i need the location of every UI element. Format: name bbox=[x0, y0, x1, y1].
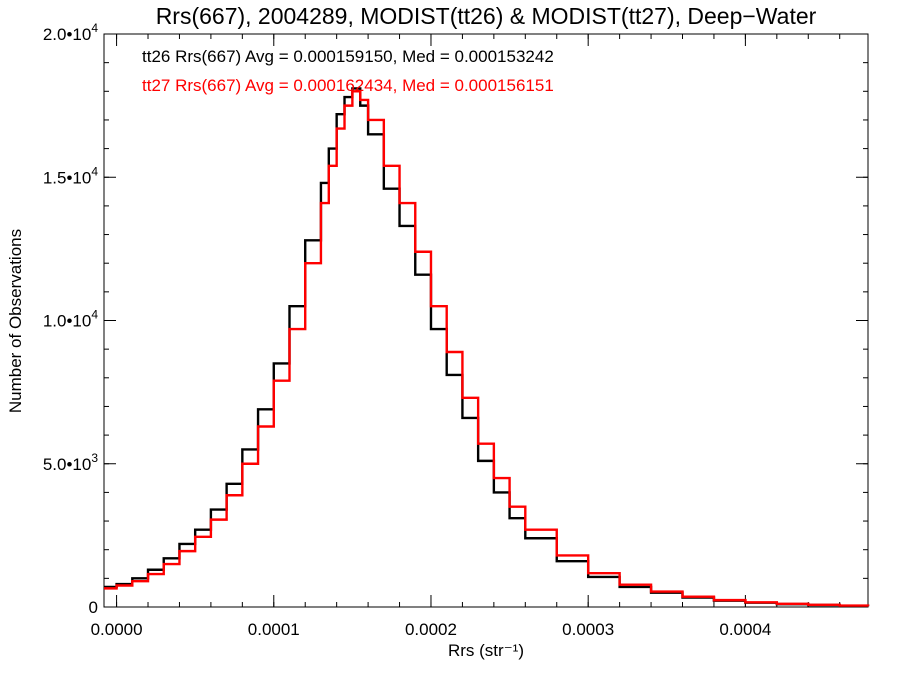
x-tick-label: 0.0000 bbox=[91, 620, 143, 639]
plot-area bbox=[103, 33, 870, 608]
x-axis-title: Rrs (str⁻¹) bbox=[448, 641, 524, 660]
x-tick-label: 0.0002 bbox=[405, 620, 457, 639]
y-tick-label: 2.0•104 bbox=[43, 21, 99, 44]
y-tick-label: 1.5•104 bbox=[43, 164, 99, 187]
axis-ticks bbox=[104, 33, 868, 608]
series-line-tt26 bbox=[104, 87, 870, 607]
x-tick-labels: 0.0000 0.0001 0.0002 0.0003 0.0004 bbox=[91, 620, 772, 639]
y-tick-label: 1.0•104 bbox=[43, 308, 99, 331]
series-group bbox=[104, 87, 870, 607]
plot-frame bbox=[103, 33, 869, 608]
annotations: tt26 Rrs(667) Avg = 0.000159150, Med = 0… bbox=[142, 47, 554, 95]
annotation-tt27-stats: tt27 Rrs(667) Avg = 0.000162434, Med = 0… bbox=[142, 76, 554, 95]
series-line-tt27 bbox=[104, 90, 870, 607]
y-tick-label: 5.0•103 bbox=[43, 451, 99, 474]
x-tick-label: 0.0001 bbox=[248, 620, 300, 639]
y-axis-title: Number of Observations bbox=[6, 229, 25, 413]
y-tick-label: 0 bbox=[89, 598, 98, 617]
y-tick-labels: 0 5.0•103 1.0•104 1.5•104 2.0•104 bbox=[43, 21, 99, 617]
chart-title: Rrs(667), 2004289, MODIST(tt26) & MODIST… bbox=[156, 3, 817, 29]
x-tick-label: 0.0004 bbox=[719, 620, 771, 639]
x-tick-label: 0.0003 bbox=[562, 620, 614, 639]
annotation-tt26-stats: tt26 Rrs(667) Avg = 0.000159150, Med = 0… bbox=[142, 47, 554, 66]
